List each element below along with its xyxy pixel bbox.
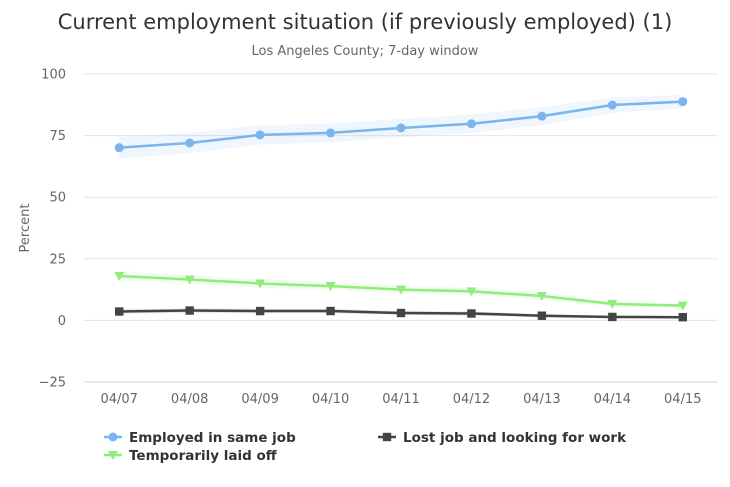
legend-item[interactable]: Temporarily laid off	[104, 448, 278, 464]
data-point	[536, 292, 547, 302]
y-axis-ticks: 100 75 50 25 0 −25	[39, 68, 66, 391]
x-tick-label: 04/12	[453, 392, 490, 407]
data-point	[114, 143, 124, 153]
data-point	[537, 311, 547, 320]
data-point	[537, 111, 547, 121]
data-point	[466, 119, 476, 129]
data-point	[467, 309, 476, 318]
chart-subtitle: Los Angeles County; 7-day window	[252, 44, 479, 59]
data-point	[396, 308, 406, 318]
data-point	[466, 287, 477, 297]
y-tick-label: 0	[58, 314, 66, 329]
data-point	[326, 306, 335, 316]
gridlines	[84, 73, 718, 383]
data-point	[114, 272, 125, 282]
data-point	[255, 279, 266, 289]
data-point	[184, 275, 195, 285]
x-axis-ticks: 04/07 04/08 04/09 04/10 04/11 04/12 04/13 04/14…	[100, 392, 701, 407]
data-point	[325, 282, 336, 292]
legend-label: Employed in same job	[129, 430, 296, 446]
legend-label: Lost job and looking for work	[403, 430, 627, 446]
y-tick-label: 100	[41, 68, 66, 83]
data-point	[396, 123, 406, 133]
y-tick-label: 75	[49, 129, 66, 144]
data-point	[115, 307, 124, 316]
data-point	[185, 306, 194, 315]
y-axis-title: Percent	[18, 204, 33, 253]
legend-item[interactable]: Employed in same job	[104, 430, 296, 446]
x-tick-label: 04/11	[382, 392, 419, 407]
data-point	[678, 97, 688, 107]
data-point	[677, 301, 688, 311]
series-markers	[114, 97, 688, 322]
data-point	[607, 100, 617, 110]
y-tick-label: 25	[49, 252, 66, 267]
data-point	[608, 312, 617, 322]
data-point	[185, 138, 195, 148]
y-tick-label: −25	[39, 376, 66, 391]
x-tick-label: 04/09	[241, 392, 278, 407]
y-tick-label: 50	[49, 191, 66, 206]
data-point	[678, 312, 687, 322]
legend-symbol	[382, 432, 392, 442]
data-point	[396, 285, 406, 295]
data-point	[607, 299, 618, 309]
data-point	[255, 130, 265, 140]
data-point	[255, 306, 265, 316]
x-tick-label: 04/14	[594, 392, 631, 407]
x-tick-label: 04/08	[171, 392, 208, 407]
x-tick-label: 04/07	[100, 392, 137, 407]
data-point	[326, 128, 336, 138]
legend-label: Temporarily laid off	[129, 448, 278, 464]
x-tick-label: 04/15	[664, 392, 701, 407]
legend[interactable]: Employed in same job Temporarily laid off…	[104, 430, 627, 464]
x-tick-label: 04/10	[312, 392, 349, 407]
chart-title: Current employment situation (if previou…	[58, 10, 673, 34]
x-tick-label: 04/13	[523, 392, 560, 407]
legend-symbol	[108, 451, 118, 460]
legend-item[interactable]: Lost job and looking for work	[378, 430, 627, 446]
legend-symbol	[108, 432, 118, 442]
